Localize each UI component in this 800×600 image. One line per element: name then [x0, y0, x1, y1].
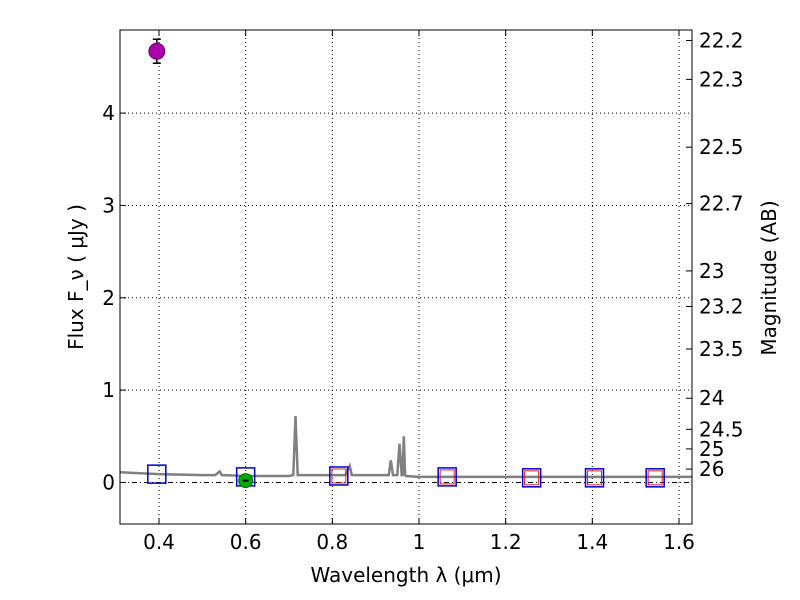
model-flux-square — [147, 464, 167, 484]
spectrum-line — [119, 415, 692, 479]
x-tick-label: 1.4 — [576, 530, 608, 554]
mag-tick-label: 22.7 — [699, 192, 744, 216]
x-tick-label: 0.4 — [143, 530, 175, 554]
y-axis-right-label: Magnitude (AB) — [757, 200, 781, 355]
x-tick-label: 1 — [413, 530, 426, 554]
model-flux-square — [584, 468, 605, 488]
mag-tick-label: 22.5 — [699, 135, 744, 159]
mag-tick-label: 23.2 — [699, 294, 744, 318]
tick-layer: 0.4 0.6 0.8 1 1.2 1.4 1.60123422.222.322.522.7… — [102, 28, 743, 554]
y-tick-label: 3 — [102, 193, 115, 217]
mag-tick-label: 26 — [699, 457, 724, 481]
model-flux-square — [521, 468, 542, 488]
y-tick-label: 1 — [102, 378, 115, 402]
mag-tick-label: 23 — [699, 259, 724, 283]
observed-flux-square — [587, 470, 602, 486]
grid-layer — [120, 30, 692, 524]
mag-tick-label: 24 — [699, 386, 724, 410]
y-tick-label: 4 — [102, 101, 115, 125]
model-flux-square — [329, 466, 349, 486]
mag-tick-label: 25 — [699, 437, 724, 461]
observed-flux-square — [439, 469, 455, 485]
y-tick-label: 0 — [102, 470, 115, 494]
model-flux-square — [437, 467, 457, 487]
observed-flux-square — [331, 468, 347, 484]
x-axis-label: Wavelength λ (μm) — [310, 563, 501, 587]
x-tick-label: 1.2 — [490, 530, 522, 554]
plot-layer — [119, 38, 692, 489]
mag-tick-label: 22.3 — [699, 67, 744, 91]
mag-tick-label: 23.5 — [699, 337, 744, 361]
observed-flux-square — [647, 470, 663, 486]
x-tick-label: 0.8 — [316, 530, 348, 554]
mag-tick-label: 22.2 — [699, 28, 744, 52]
x-tick-label: 1.6 — [663, 530, 695, 554]
observed-flux-square — [524, 470, 540, 486]
mag-tick-label: 24.5 — [699, 417, 744, 441]
x-tick-label: 0.6 — [230, 530, 262, 554]
plot-frame — [119, 29, 693, 525]
y-tick-label: 2 — [102, 286, 115, 310]
detection-point — [148, 42, 166, 60]
y-axis-label: Flux F_ν ( μJy ) — [64, 204, 88, 350]
model-flux-square — [645, 468, 665, 488]
